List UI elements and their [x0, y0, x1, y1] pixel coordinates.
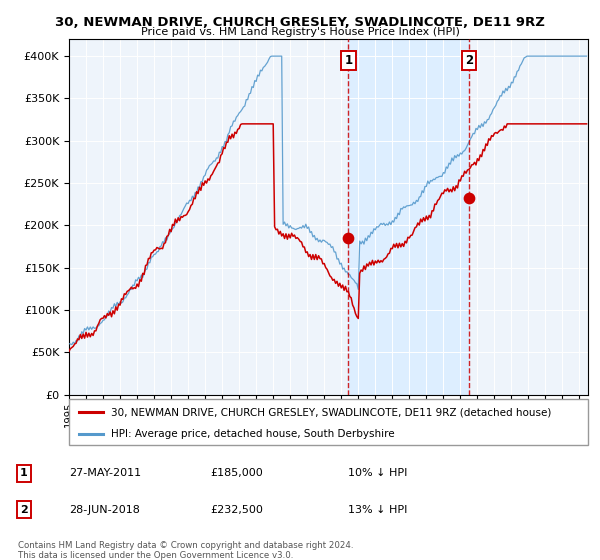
Text: 13% ↓ HPI: 13% ↓ HPI	[348, 505, 407, 515]
Bar	[349, 39, 469, 395]
Text: 2: 2	[465, 54, 473, 67]
Text: 1: 1	[20, 468, 28, 478]
FancyBboxPatch shape	[69, 399, 588, 445]
Text: 30, NEWMAN DRIVE, CHURCH GRESLEY, SWADLINCOTE, DE11 9RZ (detached house): 30, NEWMAN DRIVE, CHURCH GRESLEY, SWADLI…	[110, 407, 551, 417]
Text: 10% ↓ HPI: 10% ↓ HPI	[348, 468, 407, 478]
Text: £185,000: £185,000	[210, 468, 263, 478]
Text: 2: 2	[20, 505, 28, 515]
Point	[464, 193, 473, 202]
Text: HPI: Average price, detached house, South Derbyshire: HPI: Average price, detached house, Sout…	[110, 429, 394, 438]
Text: Price paid vs. HM Land Registry's House Price Index (HPI): Price paid vs. HM Land Registry's House …	[140, 27, 460, 37]
Text: £232,500: £232,500	[210, 505, 263, 515]
Text: 27-MAY-2011: 27-MAY-2011	[69, 468, 141, 478]
Text: 28-JUN-2018: 28-JUN-2018	[69, 505, 140, 515]
Point	[344, 234, 353, 242]
Text: 30, NEWMAN DRIVE, CHURCH GRESLEY, SWADLINCOTE, DE11 9RZ: 30, NEWMAN DRIVE, CHURCH GRESLEY, SWADLI…	[55, 16, 545, 29]
Text: 1: 1	[344, 54, 352, 67]
Text: Contains HM Land Registry data © Crown copyright and database right 2024.
This d: Contains HM Land Registry data © Crown c…	[18, 541, 353, 560]
